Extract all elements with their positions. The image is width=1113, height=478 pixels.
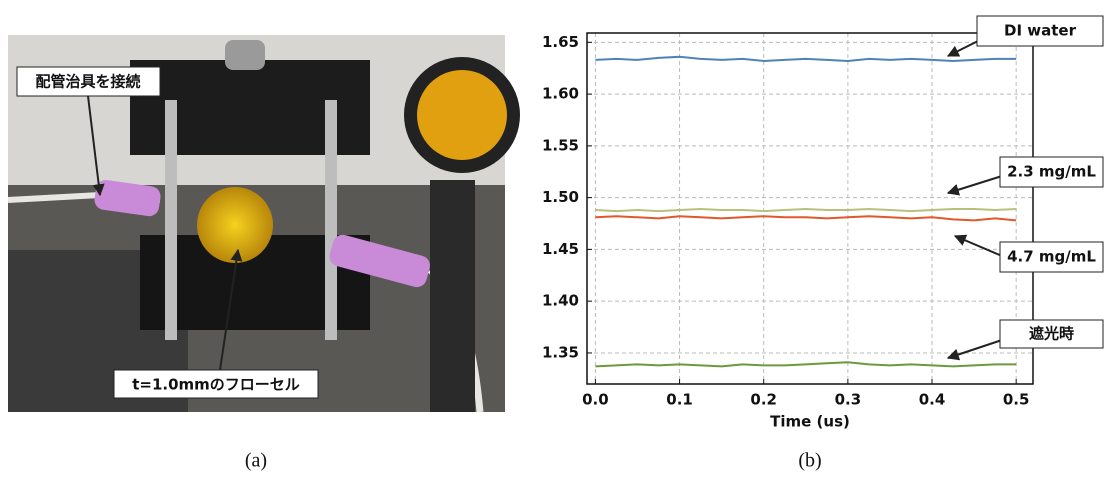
caption: (b) <box>798 450 821 472</box>
x-tick-label: 0.5 <box>1003 391 1030 409</box>
photo-annotations: 配管治具を接続 t=1.0mmのフローセル <box>16 66 319 399</box>
annotation-arrow <box>946 39 981 57</box>
photo-label: t=1.0mmのフローセル <box>132 376 300 394</box>
label-box <box>16 66 161 97</box>
annotation-box <box>999 319 1104 349</box>
annotation-arrow <box>946 175 1003 196</box>
legend-label: DI water <box>1004 22 1077 40</box>
photo <box>7 35 520 413</box>
y-tick-label: 1.55 <box>542 136 579 154</box>
annotation-box <box>999 241 1104 273</box>
legend-label: 4.7 mg/mL <box>1007 248 1096 266</box>
y-tick-label: 1.45 <box>542 240 579 258</box>
arrow <box>87 95 105 197</box>
label-box <box>113 369 319 399</box>
x-tick-label: 0.4 <box>919 391 946 409</box>
series-line <box>595 215 1017 222</box>
y-tick-label: 1.65 <box>542 33 579 51</box>
x-axis-label: Time (us) <box>770 413 850 431</box>
x-tick-label: 0.1 <box>666 391 693 409</box>
series-line <box>595 361 1017 368</box>
legend-label: 遮光時 <box>1029 325 1074 343</box>
x-tick-label: 0.2 <box>750 391 777 409</box>
x-tick-label: 0.3 <box>835 391 862 409</box>
legend-label: 2.3 mg/mL <box>1007 163 1096 181</box>
series-line <box>595 55 1017 62</box>
y-tick-label: 1.50 <box>542 188 579 206</box>
annotation-box <box>976 15 1104 47</box>
photo-label: 配管治具を接続 <box>35 73 140 91</box>
x-tick-label: 0.0 <box>582 391 609 409</box>
plot-frame <box>586 32 1034 385</box>
annotation-box <box>999 156 1104 188</box>
y-tick-label: 1.60 <box>542 85 579 103</box>
series-line <box>595 208 1017 213</box>
y-tick-label: 1.35 <box>542 343 579 361</box>
y-tick-label: 1.40 <box>542 292 579 310</box>
arrow <box>219 248 243 371</box>
annotation-arrow <box>946 339 1003 361</box>
annotation-arrow <box>953 234 1003 257</box>
caption: (a) <box>245 450 267 472</box>
